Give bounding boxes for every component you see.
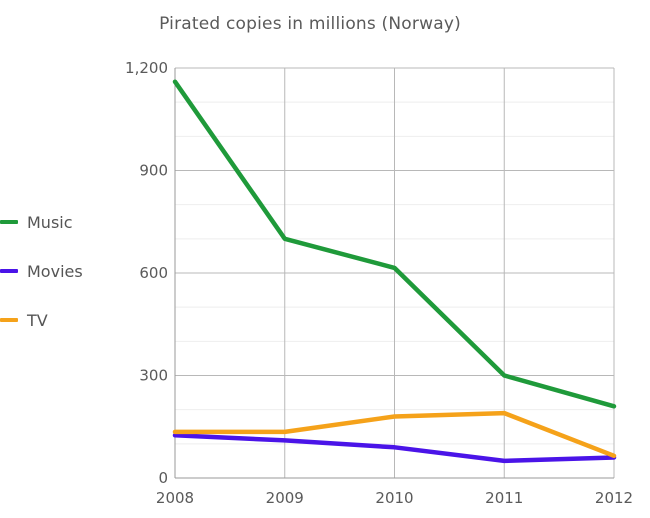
legend-label-movies: Movies <box>27 261 83 281</box>
x-tick-label: 2011 <box>485 489 523 507</box>
series-lines <box>172 79 617 464</box>
x-tick-label: 2009 <box>266 489 304 507</box>
x-tick-label: 2008 <box>156 489 194 507</box>
x-tick-label: 2012 <box>595 489 633 507</box>
grid <box>174 67 615 479</box>
legend-label-music: Music <box>27 212 73 232</box>
legend-item-music: Music <box>0 212 73 232</box>
legend-swatch-movies <box>0 269 18 273</box>
x-tick-label: 2010 <box>375 489 413 507</box>
series-line-movies <box>172 433 617 464</box>
legend-item-tv: TV <box>0 310 48 330</box>
y-tick-label: 900 <box>139 162 168 180</box>
chart-title: Pirated copies in millions (Norway) <box>159 14 461 34</box>
y-tick-label: 600 <box>139 264 168 282</box>
axes: 0 300 600 900 1,200 2008 2009 2010 2011 2012 <box>125 59 633 507</box>
legend-item-movies: Movies <box>0 261 83 281</box>
series-line-music <box>172 79 617 409</box>
y-tick-label: 300 <box>139 367 168 385</box>
y-tick-label: 1,200 <box>125 59 168 77</box>
legend-label-tv: TV <box>27 310 48 330</box>
legend-swatch-music <box>0 220 18 224</box>
legend-swatch-tv <box>0 318 18 322</box>
series-line-tv <box>172 410 617 459</box>
y-tick-label: 0 <box>158 469 168 487</box>
